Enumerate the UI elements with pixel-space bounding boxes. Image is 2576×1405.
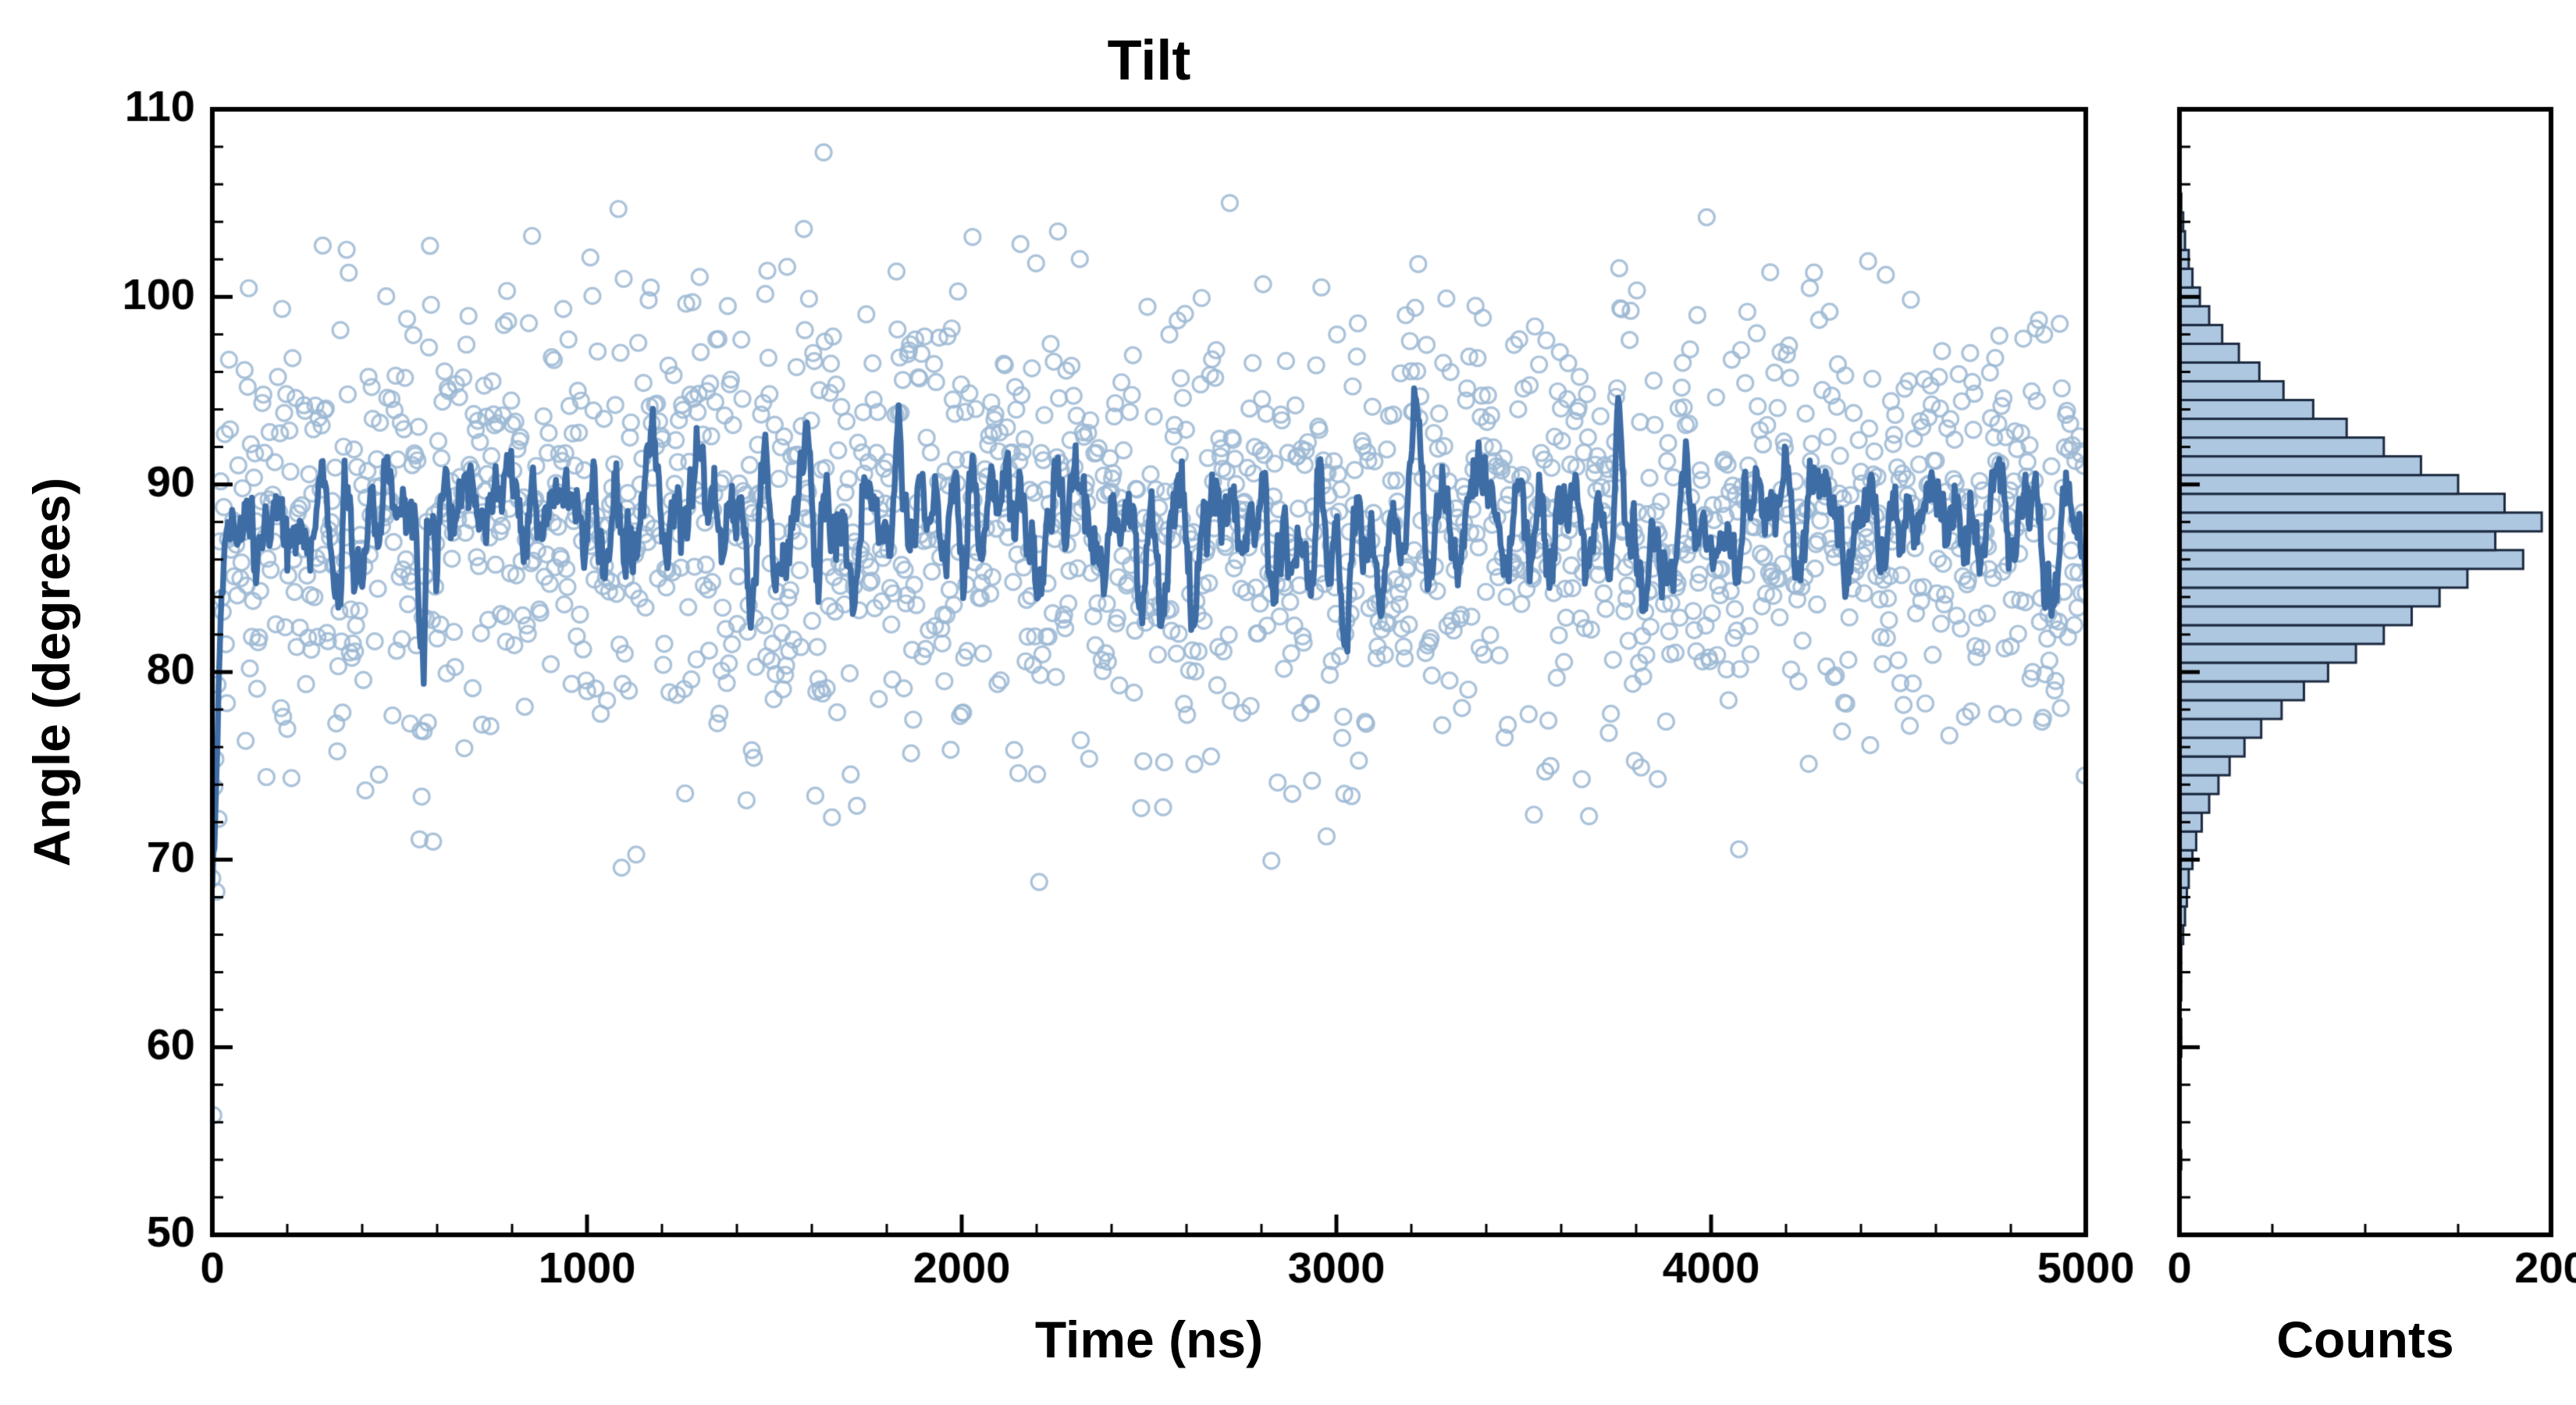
x-axis-label: Time (ns) [1034, 1311, 1264, 1368]
chart-title: Tilt [1107, 30, 1191, 92]
hist-x-axis-label: Counts [2276, 1311, 2454, 1368]
y-axis-label: Angle (degrees) [23, 477, 80, 867]
